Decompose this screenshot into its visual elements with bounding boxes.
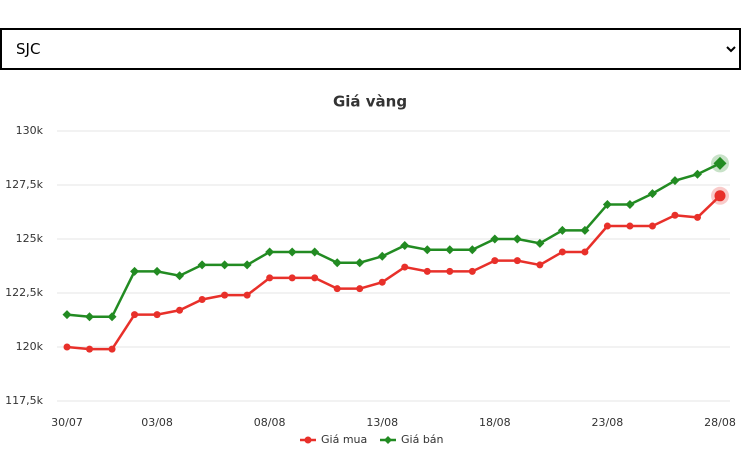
x-tick-label: 23/08 — [592, 416, 624, 429]
point — [243, 291, 251, 299]
point — [400, 240, 410, 250]
point — [670, 176, 680, 186]
y-tick-label: 117,5k — [5, 394, 43, 407]
point — [197, 260, 207, 270]
point — [603, 222, 611, 230]
point — [558, 248, 566, 256]
point — [536, 261, 544, 269]
point — [401, 263, 409, 271]
point — [647, 189, 657, 199]
point — [356, 285, 364, 293]
point — [512, 234, 522, 244]
y-tick-label: 120k — [16, 340, 44, 353]
point — [311, 274, 319, 282]
point — [692, 169, 702, 179]
point — [220, 260, 230, 270]
legend-label: Giá bán — [401, 433, 444, 446]
x-tick-label: 18/08 — [479, 416, 511, 429]
point — [333, 285, 341, 293]
point — [62, 310, 72, 320]
point — [130, 266, 140, 276]
y-tick-label: 130k — [16, 124, 44, 137]
point — [107, 312, 117, 322]
point — [423, 267, 431, 275]
x-tick-label: 28/08 — [704, 416, 736, 429]
source-select[interactable]: SJC — [0, 28, 741, 70]
point — [490, 234, 500, 244]
point — [625, 199, 635, 209]
point — [221, 291, 229, 299]
point — [108, 345, 116, 353]
point — [468, 267, 476, 275]
point — [581, 248, 589, 256]
point — [377, 251, 387, 261]
x-tick-label: 13/08 — [366, 416, 398, 429]
point — [467, 245, 477, 255]
point — [265, 247, 275, 257]
point — [648, 222, 656, 230]
point — [310, 247, 320, 257]
point — [355, 258, 365, 268]
y-tick-label: 125k — [16, 232, 44, 245]
x-tick-label: 08/08 — [254, 416, 286, 429]
point — [491, 257, 499, 265]
point — [242, 260, 252, 270]
point — [693, 213, 701, 221]
legend-label: Giá mua — [321, 433, 367, 446]
y-tick-label: 122,5k — [5, 286, 43, 299]
x-tick-label: 30/07 — [51, 416, 83, 429]
point — [63, 343, 71, 351]
point — [602, 199, 612, 209]
series-line — [66, 194, 721, 351]
point — [626, 222, 634, 230]
point — [378, 278, 386, 286]
legend-marker — [304, 436, 312, 444]
point — [288, 274, 296, 282]
point — [176, 306, 184, 314]
point — [153, 311, 161, 319]
point — [513, 257, 521, 265]
point — [175, 271, 185, 281]
point — [671, 211, 679, 219]
point — [713, 156, 727, 170]
legend-marker — [384, 436, 392, 444]
point — [198, 295, 206, 303]
chart-title: Giá vàng — [333, 93, 407, 111]
point — [446, 267, 454, 275]
point — [445, 245, 455, 255]
point — [580, 225, 590, 235]
point — [266, 274, 274, 282]
point — [714, 190, 726, 202]
point — [131, 311, 139, 319]
x-tick-label: 03/08 — [141, 416, 173, 429]
point — [557, 225, 567, 235]
point — [86, 345, 94, 353]
point — [422, 245, 432, 255]
point — [535, 238, 545, 248]
point — [85, 312, 95, 322]
point — [332, 258, 342, 268]
series-line — [66, 162, 721, 319]
point — [152, 266, 162, 276]
y-tick-label: 127,5k — [5, 178, 43, 191]
point — [287, 247, 297, 257]
